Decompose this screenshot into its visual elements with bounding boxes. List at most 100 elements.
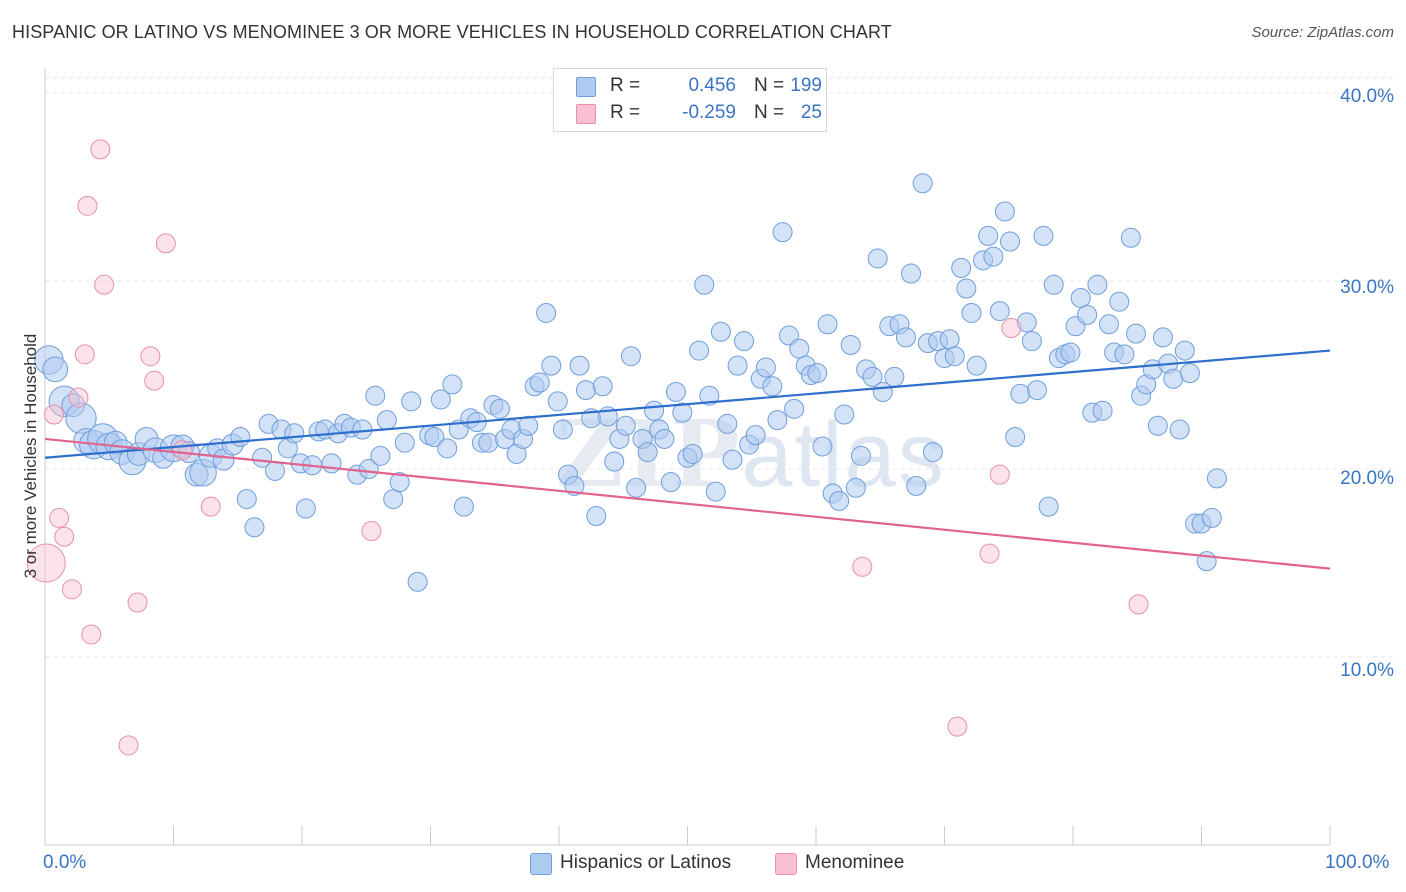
hispanic-point (352, 419, 373, 440)
n-label: N = (754, 75, 785, 96)
hispanic-point (817, 314, 838, 335)
hispanic-point (912, 173, 933, 194)
hispanic-point (717, 413, 738, 434)
hispanic-point (1000, 231, 1021, 252)
hispanic-point (901, 263, 922, 284)
menominee-point (200, 496, 221, 517)
y-tick-label: 40.0% (1340, 86, 1394, 107)
hispanic-point (845, 477, 866, 498)
hispanic-point (453, 496, 474, 517)
hispanic-point (772, 222, 793, 243)
r-label: R = (610, 75, 641, 96)
hispanic-point (370, 445, 391, 466)
hispanic-point (727, 355, 748, 376)
hispanic-point (812, 436, 833, 457)
r-value: -0.259 (682, 102, 736, 123)
hispanic-point (442, 374, 463, 395)
hispanic-point (1120, 227, 1141, 248)
hispanic-point (745, 425, 766, 446)
hispanic-point (1060, 342, 1081, 363)
hispanic-point (906, 475, 927, 496)
y-tick-label: 10.0% (1340, 660, 1394, 681)
menominee-point (43, 404, 64, 425)
menominee-point (140, 346, 161, 367)
r-label: R = (610, 102, 641, 123)
hispanic-point (1016, 312, 1037, 333)
hispanic-point (884, 366, 905, 387)
menominee-point (61, 579, 82, 600)
hispanic-point (637, 442, 658, 463)
hispanic-point (407, 571, 428, 592)
data-points (26, 139, 1227, 756)
hispanic-point (575, 380, 596, 401)
hispanic-point (922, 442, 943, 463)
hispanic-point (358, 459, 379, 480)
hispanic-point (840, 334, 861, 355)
hispanic-point (755, 357, 776, 378)
menominee-point (852, 556, 873, 577)
hispanic-point (1087, 274, 1108, 295)
hispanic-point (1027, 380, 1048, 401)
hispanic-point (295, 498, 316, 519)
hispanic-point (1109, 291, 1130, 312)
menominee-point (1128, 594, 1149, 615)
hispanic-point (1163, 368, 1184, 389)
hispanic-point (230, 427, 251, 448)
legend-label: Hispanics or Latinos (560, 852, 732, 873)
hispanic-point (365, 385, 386, 406)
hispanic-point (784, 398, 805, 419)
menominee-point (68, 387, 89, 408)
hispanic-point (710, 321, 731, 342)
menominee-point (172, 440, 193, 461)
hispanic-point (430, 389, 451, 410)
menominee-point (74, 344, 95, 365)
hispanic-point (978, 225, 999, 246)
hispanic-point (1033, 225, 1054, 246)
hispanic-point (834, 404, 855, 425)
menominee-point (54, 526, 75, 547)
trend-lines (44, 349, 1331, 570)
hispanic-point (807, 363, 828, 384)
hispanic-point (1021, 331, 1042, 352)
hispanic-point (654, 428, 675, 449)
hispanic-point (321, 453, 342, 474)
menominee-point (947, 716, 968, 737)
hispanic-point (1070, 287, 1091, 308)
hispanic-point (615, 415, 636, 436)
menominee-point (26, 543, 66, 583)
hispanic-point (961, 302, 982, 323)
menominee-point (979, 543, 1000, 564)
legend-label: Menominee (805, 852, 905, 873)
chart-title: HISPANIC OR LATINO VS MENOMINEE 3 OR MOR… (12, 22, 892, 42)
hispanic-point (489, 398, 510, 419)
hispanic-point (541, 355, 562, 376)
menominee-point (90, 139, 111, 160)
hispanic-point (604, 451, 625, 472)
source-credit: Source: ZipAtlas.com (1251, 24, 1394, 41)
hispanic-point (779, 325, 800, 346)
hispanic-point (1098, 314, 1119, 335)
hispanic-point (689, 340, 710, 361)
r-value: 0.456 (688, 75, 736, 96)
hispanic-point (376, 410, 397, 431)
hispanic-point (672, 402, 693, 423)
hispanic-point (951, 257, 972, 278)
legend-swatch-pink (576, 104, 596, 124)
hispanic-point (389, 472, 410, 493)
menominee-point (144, 370, 165, 391)
hispanic-point (1174, 340, 1195, 361)
hispanic-point (989, 301, 1010, 322)
hispanic-point (699, 385, 720, 406)
hispanic-point (592, 376, 613, 397)
y-tick-label: 30.0% (1340, 277, 1394, 298)
hispanic-point (284, 423, 305, 444)
hispanic-point (660, 472, 681, 493)
hispanic-point (437, 438, 458, 459)
hispanic-point (966, 355, 987, 376)
hispanic-point (42, 356, 69, 383)
hispanic-point (682, 443, 703, 464)
hispanic-point (1092, 400, 1113, 421)
hispanic-point (939, 329, 960, 350)
hispanic-point (789, 338, 810, 359)
